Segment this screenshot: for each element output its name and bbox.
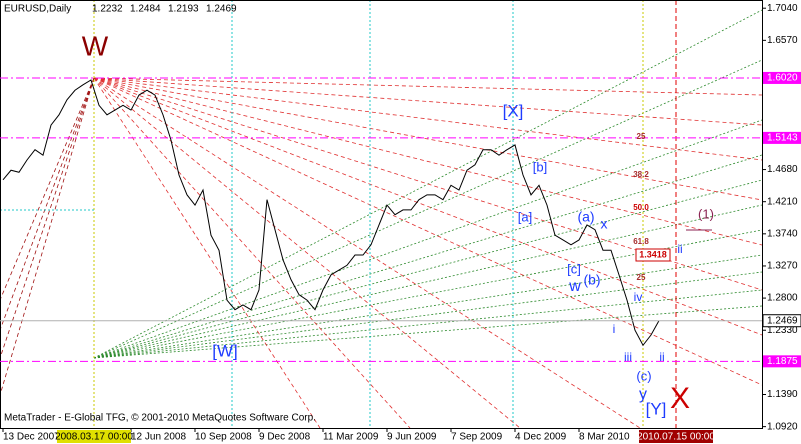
fan-line (93, 271, 763, 359)
fan-line (93, 77, 763, 246)
x-tick-label: 7 Sep 2009 (451, 432, 503, 443)
fan-line (93, 77, 763, 201)
fan-line (93, 77, 641, 429)
x-tick-label: 13 Dec 2007 (3, 432, 60, 443)
level-label: 1.1875 (767, 356, 798, 367)
fan-line (0, 77, 95, 396)
vline-label-box (639, 430, 713, 443)
fan-line (93, 179, 763, 359)
plot-frame (0, 0, 763, 429)
x-tick-label: 9 Dec 2008 (259, 432, 311, 443)
annotation: iii (624, 350, 632, 364)
annotation: 61.8 (633, 237, 649, 246)
level-label: 1.6020 (767, 73, 798, 84)
fan-line (93, 254, 763, 359)
annotation-box (635, 248, 671, 262)
fan-line (93, 77, 411, 429)
annotation: [b] (533, 159, 547, 174)
annotation: [Y] (646, 399, 667, 418)
annotation: 1.3418 (639, 249, 667, 259)
fan-line (93, 59, 763, 359)
level-label-box (763, 355, 801, 368)
level-label-box (763, 71, 801, 84)
footer: MetaTrader - E-Global TFG, © 2001-2010 M… (4, 413, 316, 424)
annotation: i (613, 322, 616, 336)
current-price-box (762, 314, 801, 328)
fan-line (93, 77, 763, 161)
level-label-box (763, 131, 801, 144)
y-tick-label: 1.3740 (767, 228, 798, 239)
annotation: [X] (503, 101, 524, 120)
annotation: X (670, 382, 690, 415)
x-tick-label: 10 Sep 2008 (195, 432, 252, 443)
fan-line (93, 77, 763, 386)
fan-line (0, 77, 95, 331)
x-tick-label: 12 Jun 2008 (131, 432, 186, 443)
x-tick-label: 8 Mar 2010 (579, 432, 630, 443)
price-line (2, 79, 660, 347)
ohlc-value: 1.2232 (92, 4, 123, 15)
ohlc-value: 1.2469 (206, 4, 237, 15)
annotation: (a) (577, 209, 594, 225)
annotation: (1) (698, 206, 714, 221)
y-tick-label: 1.2800 (767, 293, 798, 304)
annotation: y (639, 386, 647, 403)
y-tick-label: 1.7040 (767, 3, 798, 14)
chart-title: EURUSD,Daily (4, 4, 71, 15)
y-tick-label: 1.0920 (767, 421, 798, 432)
annotation: ii (659, 350, 664, 364)
y-tick-label: 1.6570 (767, 35, 798, 46)
ohlc-value: 1.2193 (168, 4, 199, 15)
x-tick-label: 4 Dec 2009 (515, 432, 567, 443)
annotation: (b) (583, 272, 600, 288)
vline-label-box (57, 430, 131, 443)
annotation: [a] (518, 209, 532, 224)
fan-line (0, 77, 95, 301)
annotation: W (82, 30, 109, 61)
fan-line (93, 77, 521, 429)
annotation: 50.0 (633, 203, 649, 212)
annotation: 25 (637, 273, 646, 282)
ohlc-value: 1.2484 (130, 4, 161, 15)
annotation: 25 (637, 132, 646, 141)
annotation: iv (634, 290, 643, 304)
annotation: x (601, 216, 608, 232)
x-tick-label: 9 Jun 2009 (387, 432, 437, 443)
current-price-label: 1.2469 (767, 315, 798, 326)
fan-line (93, 229, 763, 359)
y-tick-label: 1.4210 (767, 196, 798, 207)
x-tick-label: 11 Mar 2009 (323, 432, 379, 443)
y-tick-label: 1.1390 (767, 389, 798, 400)
annotation: w (568, 278, 581, 295)
annotation: 38.2 (633, 170, 649, 179)
vline-label: 2008.03.17 00:00 (55, 432, 133, 443)
fan-line (93, 77, 763, 336)
annotation: [W] (212, 341, 238, 360)
fan-line (93, 154, 763, 359)
annotation: ii (677, 242, 682, 256)
y-tick-label: 1.3270 (767, 261, 798, 272)
fan-line (0, 77, 95, 359)
drawing-objects (0, 0, 763, 429)
annotation: (c) (636, 368, 651, 383)
annotation: [c] (567, 261, 581, 276)
y-tick-label: 1.2330 (767, 325, 798, 336)
fan-line (93, 77, 763, 96)
level-label: 1.5143 (767, 133, 798, 144)
vline-label: 2010.07.15 00:00 (637, 432, 715, 443)
y-tick-label: 1.4680 (767, 164, 798, 175)
